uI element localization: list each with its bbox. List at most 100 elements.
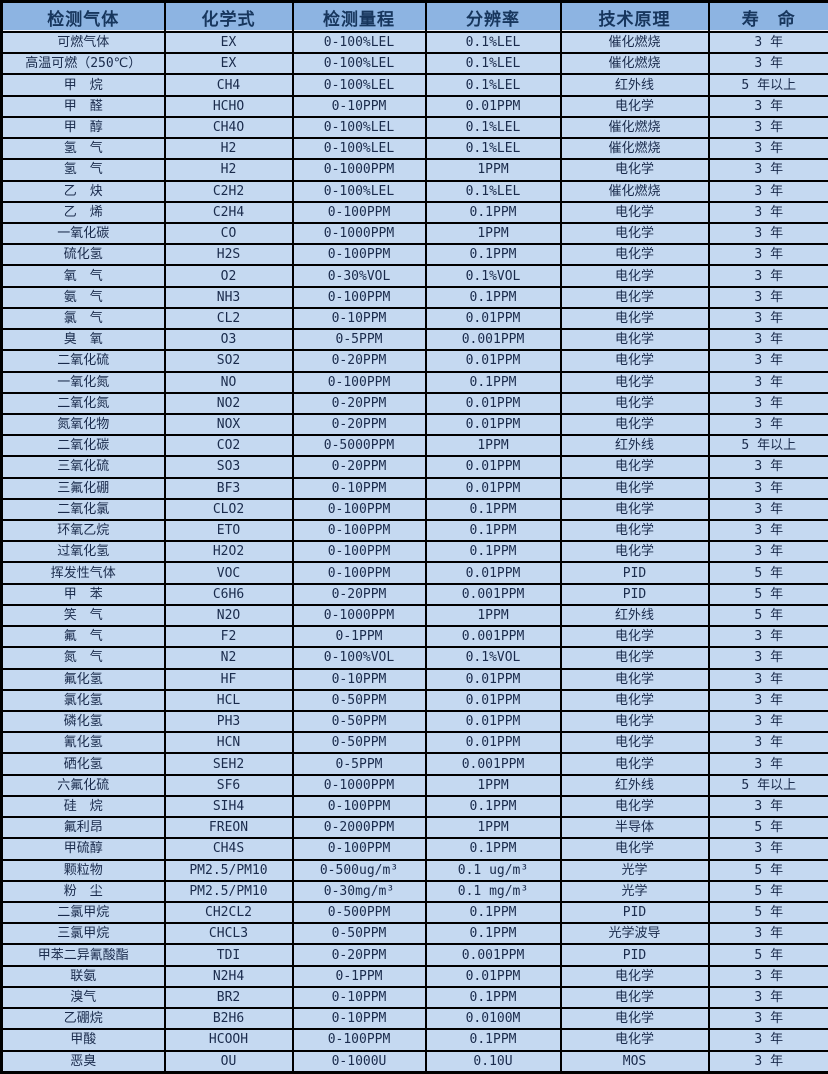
cell-principle: 电化学	[559, 985, 710, 1010]
cell-formula: HCL	[163, 688, 294, 713]
cell-gas-name: 一氧化氮	[0, 370, 166, 394]
cell-formula: OU	[163, 1049, 294, 1074]
cell-lifespan: 3 年	[707, 709, 828, 734]
cell-formula: NO2	[163, 391, 294, 415]
table-row: 氢 气 H2 0-100%LEL 0.1%LEL 催化燃烧 3 年	[0, 137, 828, 161]
cell-resolution: 0.1PPM	[424, 900, 562, 925]
table-row: 甲苯二异氰酸酯 TDI 0-20PPM 0.001PPM PID 5 年	[0, 943, 828, 967]
cell-gas-name: 乙 烯	[0, 200, 166, 224]
cell-range: 0-100%VOL	[291, 646, 427, 670]
cell-principle: 光学波导	[559, 922, 710, 946]
cell-principle: 电化学	[559, 306, 710, 331]
cell-principle: 电化学	[559, 731, 710, 755]
column-header-principle: 技术原理	[559, 0, 710, 33]
cell-formula: NH3	[163, 285, 294, 309]
cell-formula: N2H4	[163, 964, 294, 988]
cell-principle: 电化学	[559, 646, 710, 670]
cell-gas-name: 二氧化硫	[0, 349, 166, 373]
cell-range: 0-10PPM	[291, 94, 427, 118]
cell-range: 0-100%LEL	[291, 179, 427, 203]
cell-gas-name: 可燃气体	[0, 30, 166, 55]
cell-gas-name: 硅 烷	[0, 794, 166, 819]
table-row: 臭 氧 O3 0-5PPM 0.001PPM 电化学 3 年	[0, 328, 828, 352]
cell-gas-name: 硒化氢	[0, 752, 166, 776]
cell-resolution: 1PPM	[424, 603, 562, 628]
cell-gas-name: 氯 气	[0, 306, 166, 331]
cell-lifespan: 3 年	[707, 497, 828, 522]
cell-lifespan: 3 年	[707, 625, 828, 649]
cell-resolution: 0.01PPM	[424, 412, 562, 437]
cell-range: 0-500PPM	[291, 900, 427, 925]
table-row: 氰化氢 HCN 0-50PPM 0.01PPM 电化学 3 年	[0, 731, 828, 755]
cell-formula: PM2.5/PM10	[163, 858, 294, 882]
header-row: 检测气体 化学式 检测量程 分辨率 技术原理 寿 命	[0, 0, 828, 33]
cell-range: 0-500ug/m³	[291, 858, 427, 882]
cell-resolution: 0.01PPM	[424, 561, 562, 585]
cell-formula: CHCL3	[163, 922, 294, 946]
table-row: 三氯甲烷 CHCL3 0-50PPM 0.1PPM 光学波导 3 年	[0, 922, 828, 946]
cell-gas-name: 氟化氢	[0, 667, 166, 691]
cell-resolution: 0.1 mg/m³	[424, 879, 562, 903]
cell-principle: 电化学	[559, 391, 710, 415]
cell-range: 0-5PPM	[291, 752, 427, 776]
column-header-gas-name: 检测气体	[0, 0, 166, 33]
cell-gas-name: 氮 气	[0, 646, 166, 670]
cell-resolution: 0.1PPM	[424, 985, 562, 1010]
table-row: 氟化氢 HF 0-10PPM 0.01PPM 电化学 3 年	[0, 667, 828, 691]
cell-lifespan: 3 年	[707, 688, 828, 713]
cell-range: 0-5000PPM	[291, 434, 427, 458]
cell-range: 0-100%LEL	[291, 73, 427, 97]
cell-gas-name: 甲 苯	[0, 582, 166, 606]
cell-range: 0-20PPM	[291, 412, 427, 437]
cell-formula: SIH4	[163, 794, 294, 819]
cell-range: 0-2000PPM	[291, 816, 427, 840]
cell-resolution: 0.001PPM	[424, 752, 562, 776]
cell-range: 0-50PPM	[291, 688, 427, 713]
cell-resolution: 1PPM	[424, 221, 562, 246]
cell-resolution: 0.001PPM	[424, 943, 562, 967]
cell-gas-name: 三氟化硼	[0, 476, 166, 500]
cell-formula: HCN	[163, 731, 294, 755]
cell-resolution: 0.1PPM	[424, 200, 562, 224]
cell-lifespan: 3 年	[707, 794, 828, 819]
cell-lifespan: 5 年以上	[707, 73, 828, 97]
cell-gas-name: 硫化氢	[0, 243, 166, 267]
cell-resolution: 1PPM	[424, 773, 562, 797]
table-header: 检测气体 化学式 检测量程 分辨率 技术原理 寿 命	[0, 0, 828, 33]
cell-gas-name: 甲酸	[0, 1028, 166, 1052]
cell-gas-name: 氨 气	[0, 285, 166, 309]
cell-principle: 电化学	[559, 200, 710, 224]
cell-principle: 催化燃烧	[559, 30, 710, 55]
table-row: 氮氧化物 NOX 0-20PPM 0.01PPM 电化学 3 年	[0, 412, 828, 437]
cell-principle: 电化学	[559, 625, 710, 649]
cell-gas-name: 二氯甲烷	[0, 900, 166, 925]
table-row: 硅 烷 SIH4 0-100PPM 0.1PPM 电化学 3 年	[0, 794, 828, 819]
cell-principle: 电化学	[559, 667, 710, 691]
cell-formula: N2O	[163, 603, 294, 628]
cell-formula: H2S	[163, 243, 294, 267]
cell-resolution: 0.01PPM	[424, 688, 562, 713]
cell-resolution: 0.1PPM	[424, 519, 562, 543]
cell-lifespan: 3 年	[707, 30, 828, 55]
cell-resolution: 0.1PPM	[424, 497, 562, 522]
cell-gas-name: 乙 炔	[0, 179, 166, 203]
cell-formula: HCOOH	[163, 1028, 294, 1052]
cell-formula: F2	[163, 625, 294, 649]
cell-principle: 电化学	[559, 519, 710, 543]
cell-resolution: 0.1PPM	[424, 370, 562, 394]
cell-formula: HF	[163, 667, 294, 691]
cell-resolution: 0.1 ug/m³	[424, 858, 562, 882]
cell-formula: CH4S	[163, 837, 294, 861]
table-row: 三氧化硫 SO3 0-20PPM 0.01PPM 电化学 3 年	[0, 455, 828, 479]
cell-lifespan: 5 年以上	[707, 773, 828, 797]
cell-lifespan: 3 年	[707, 200, 828, 224]
cell-lifespan: 5 年	[707, 879, 828, 903]
table-row: 挥发性气体 VOC 0-100PPM 0.01PPM PID 5 年	[0, 561, 828, 585]
cell-lifespan: 3 年	[707, 179, 828, 203]
cell-gas-name: 臭 氧	[0, 328, 166, 352]
cell-formula: CL2	[163, 306, 294, 331]
cell-range: 0-1PPM	[291, 625, 427, 649]
cell-range: 0-100%LEL	[291, 30, 427, 55]
cell-principle: 电化学	[559, 328, 710, 352]
cell-formula: BF3	[163, 476, 294, 500]
